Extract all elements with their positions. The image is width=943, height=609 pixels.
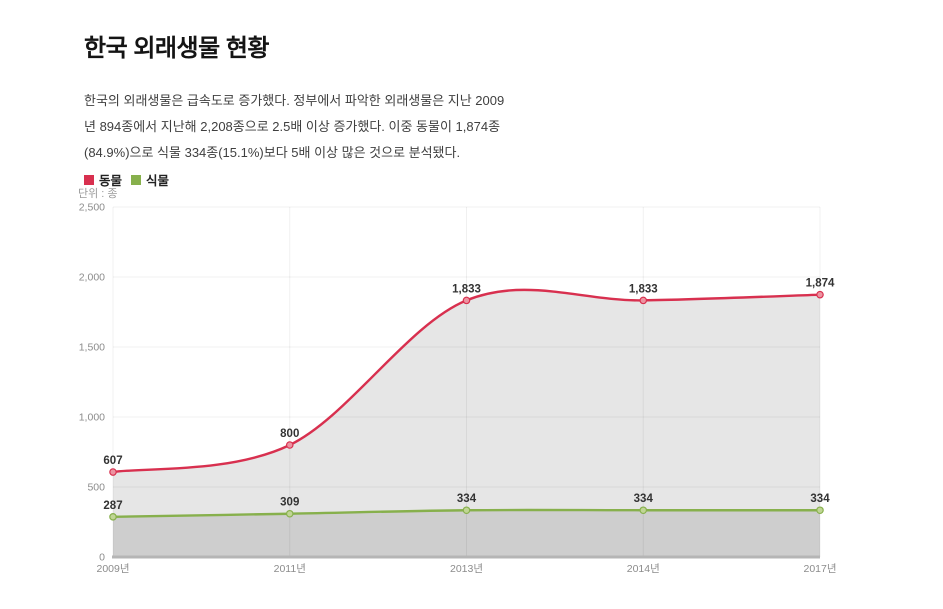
page-title: 한국 외래생물 현황 [84,35,269,62]
y-tick-label: 2,000 [79,272,105,284]
plants-marker [639,506,648,515]
data-label: 334 [634,493,654,505]
plants-marker [462,506,471,515]
chart-legend: 동물 식물 [84,170,169,189]
animals-marker [285,441,294,449]
y-tick-label: 500 [87,482,105,494]
data-label: 287 [103,500,122,512]
plants-marker [285,509,294,518]
x-tick-label: 2017년 [803,563,836,575]
legend-item-plants: 식물 [131,170,169,189]
animals-area [113,289,820,557]
unit-label: 단위 : 종 [78,188,118,200]
x-tick-label: 2014년 [627,563,660,575]
plants-area [113,509,820,557]
animals-marker [462,296,471,305]
line-chart: 607 800 1,833 1,833 1,874 287 309 334 334 334 0 500… [79,202,837,576]
y-tick-label: 1,500 [79,342,105,354]
data-label: 800 [280,428,299,440]
animals-marker [109,468,117,476]
data-label: 607 [103,455,122,467]
y-tick-label: 2,500 [79,202,105,214]
x-tick-label: 2013년 [450,563,483,575]
legend-label: 식물 [146,174,170,188]
data-label: 309 [280,497,299,509]
plants-marker [816,506,824,515]
x-tick-label: 2009년 [96,563,129,575]
intro-line: (84.9%)으로 식물 334종(15.1%)보다 5배 이상 많은 것으로 … [84,145,461,160]
animals-marker [816,290,824,299]
animals-swatch-icon [84,174,94,185]
data-label: 1,874 [806,278,835,290]
legend-item-animals: 동물 [84,170,122,189]
data-label: 334 [457,493,477,505]
intro-line: 한국의 외래생물은 급속도로 증가했다. 정부에서 파악한 외래생물은 지난 2… [84,93,505,108]
legend-label: 동물 [99,174,123,188]
plants-marker [109,513,117,521]
x-tick-label: 2011년 [274,563,306,575]
animals-marker [639,296,648,305]
data-label: 1,833 [452,283,481,295]
data-label: 334 [810,493,830,505]
intro-line: 년 894종에서 지난해 2,208종으로 2.5배 이상 증가했다. 이중 동… [84,119,501,134]
data-label: 1,833 [629,283,658,295]
y-tick-label: 0 [99,552,105,564]
intro-paragraph: 한국의 외래생물은 급속도로 증가했다. 정부에서 파악한 외래생물은 지난 2… [84,88,554,166]
y-tick-label: 1,000 [79,412,105,424]
plants-swatch-icon [131,174,142,185]
